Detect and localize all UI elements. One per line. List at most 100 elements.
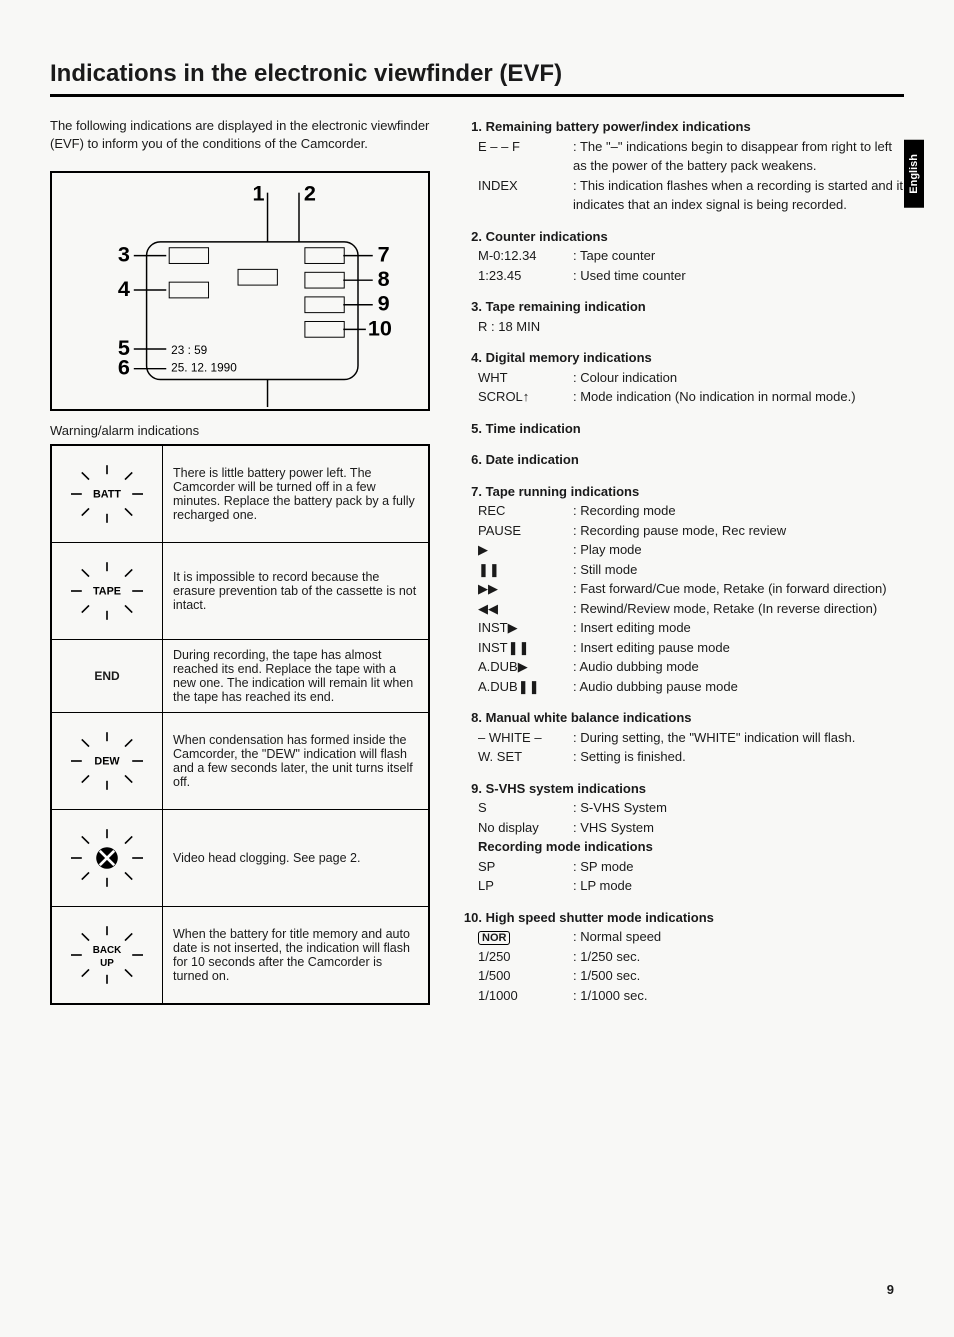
- language-tab: English: [904, 140, 924, 208]
- warning-icon: END: [51, 640, 163, 713]
- kv-row: 1/1000: 1/1000 sec.: [478, 986, 904, 1006]
- warning-desc: When condensation has formed inside the …: [163, 713, 430, 810]
- kv-desc: : VHS System: [573, 818, 904, 838]
- kv-key: A.DUB▶: [478, 657, 573, 677]
- warning-icon: BATT: [51, 445, 163, 543]
- kv-key: – WHITE –: [478, 728, 573, 748]
- kv-row: A.DUB❚❚: Audio dubbing pause mode: [478, 677, 904, 697]
- warning-icon: DEW: [51, 713, 163, 810]
- kv-row: S: S-VHS System: [478, 798, 904, 818]
- svg-text:TAPE: TAPE: [93, 586, 121, 598]
- kv-desc: : S-VHS System: [573, 798, 904, 818]
- kv-row: No display: VHS System: [478, 818, 904, 838]
- kv-key: WHT: [478, 368, 573, 388]
- warning-row: BATTThere is little battery power left. …: [51, 445, 429, 543]
- page: English Indications in the electronic vi…: [0, 0, 954, 1337]
- kv-row: A.DUB▶: Audio dubbing mode: [478, 657, 904, 677]
- svg-text:DEW: DEW: [94, 756, 120, 768]
- svg-text:10: 10: [368, 316, 392, 341]
- svg-text:UP: UP: [100, 958, 114, 969]
- kv-row: ❚❚: Still mode: [478, 560, 904, 580]
- warning-heading: Warning/alarm indications: [50, 423, 430, 438]
- svg-text:9: 9: [378, 291, 390, 316]
- warning-row: ENDDuring recording, the tape has almost…: [51, 640, 429, 713]
- warning-desc: Video head clogging. See page 2.: [163, 810, 430, 907]
- warning-desc: During recording, the tape has almost re…: [163, 640, 430, 713]
- kv-desc: [573, 317, 904, 337]
- kv-key: No display: [478, 818, 573, 838]
- kv-key: INST▶: [478, 618, 573, 638]
- section: 6. Date indication: [460, 450, 904, 470]
- kv-key: S: [478, 798, 573, 818]
- section-title: 3. Tape remaining indication: [460, 297, 904, 317]
- kv-desc: : This indication flashes when a recordi…: [573, 176, 904, 215]
- kv-key: ▶▶: [478, 579, 573, 599]
- section: 2. Counter indicationsM-0:12.34: Tape co…: [460, 227, 904, 286]
- warning-icon: BACK UP: [51, 907, 163, 1005]
- page-number: 9: [887, 1282, 894, 1297]
- section-title: 2. Counter indications: [460, 227, 904, 247]
- kv-row: INST▶: Insert editing mode: [478, 618, 904, 638]
- kv-row: ◀◀: Rewind/Review mode, Retake (In rever…: [478, 599, 904, 619]
- section: 10. High speed shutter mode indicationsN…: [460, 908, 904, 1006]
- kv-desc: : Insert editing pause mode: [573, 638, 904, 658]
- kv-desc: : Rewind/Review mode, Retake (In reverse…: [573, 599, 904, 619]
- section-title: 4. Digital memory indications: [460, 348, 904, 368]
- warning-row: TAPEIt is impossible to record because t…: [51, 543, 429, 640]
- kv-key: INST❚❚: [478, 638, 573, 658]
- kv-row: W. SET: Setting is finished.: [478, 747, 904, 767]
- section-title: 9. S-VHS system indications: [460, 779, 904, 799]
- svg-text:2: 2: [304, 181, 316, 206]
- kv-row: ▶▶: Fast forward/Cue mode, Retake (in fo…: [478, 579, 904, 599]
- kv-desc: : Mode indication (No indication in norm…: [573, 387, 904, 407]
- kv-row: SP: SP mode: [478, 857, 904, 877]
- kv-desc: : Play mode: [573, 540, 904, 560]
- kv-desc: : LP mode: [573, 876, 904, 896]
- warning-table: BATTThere is little battery power left. …: [50, 444, 430, 1005]
- kv-key: R : 18 MIN: [478, 317, 573, 337]
- kv-key: A.DUB❚❚: [478, 677, 573, 697]
- kv-key: SP: [478, 857, 573, 877]
- warning-desc: There is little battery power left. The …: [163, 445, 430, 543]
- section: 9. S-VHS system indicationsS: S-VHS Syst…: [460, 779, 904, 896]
- svg-text:1: 1: [253, 181, 265, 206]
- kv-desc: : Normal speed: [573, 927, 904, 947]
- kv-row: PAUSE: Recording pause mode, Rec review: [478, 521, 904, 541]
- kv-key: ❚❚: [478, 560, 573, 580]
- kv-desc: : 1/250 sec.: [573, 947, 904, 967]
- kv-desc: : 1/1000 sec.: [573, 986, 904, 1006]
- kv-desc: : Tape counter: [573, 246, 904, 266]
- kv-key: 1/250: [478, 947, 573, 967]
- kv-desc: : Still mode: [573, 560, 904, 580]
- section-title: 7. Tape running indications: [460, 482, 904, 502]
- diagram-time: 23 : 59: [171, 343, 207, 357]
- kv-key: ▶: [478, 540, 573, 560]
- kv-desc: : SP mode: [573, 857, 904, 877]
- svg-text:7: 7: [378, 242, 390, 267]
- kv-desc: : Fast forward/Cue mode, Retake (in forw…: [573, 579, 904, 599]
- kv-row: M-0:12.34: Tape counter: [478, 246, 904, 266]
- kv-key: PAUSE: [478, 521, 573, 541]
- svg-text:6: 6: [118, 355, 130, 380]
- kv-key: NOR: [478, 927, 573, 947]
- section-title: 6. Date indication: [460, 450, 904, 470]
- warning-icon: TAPE: [51, 543, 163, 640]
- kv-desc: : Used time counter: [573, 266, 904, 286]
- kv-desc: : The "–" indications begin to disappear…: [573, 137, 904, 176]
- kv-row: 1:23.45: Used time counter: [478, 266, 904, 286]
- page-title: Indications in the electronic viewfinder…: [50, 60, 904, 97]
- section: 4. Digital memory indicationsWHT: Colour…: [460, 348, 904, 407]
- svg-text:4: 4: [118, 276, 130, 301]
- columns: The following indications are displayed …: [50, 117, 904, 1017]
- section: 3. Tape remaining indicationR : 18 MIN: [460, 297, 904, 336]
- kv-row: SCROL↑: Mode indication (No indication i…: [478, 387, 904, 407]
- kv-row: NOR: Normal speed: [478, 927, 904, 947]
- warning-row: BACK UPWhen the battery for title memory…: [51, 907, 429, 1005]
- kv-row: ▶: Play mode: [478, 540, 904, 560]
- right-column: 1. Remaining battery power/index indicat…: [460, 117, 904, 1017]
- section-title: 1. Remaining battery power/index indicat…: [460, 117, 904, 137]
- warning-row: DEW When condensation has formed inside t…: [51, 713, 429, 810]
- kv-desc: : Insert editing mode: [573, 618, 904, 638]
- left-column: The following indications are displayed …: [50, 117, 430, 1017]
- section-subtitle: Recording mode indications: [478, 837, 904, 857]
